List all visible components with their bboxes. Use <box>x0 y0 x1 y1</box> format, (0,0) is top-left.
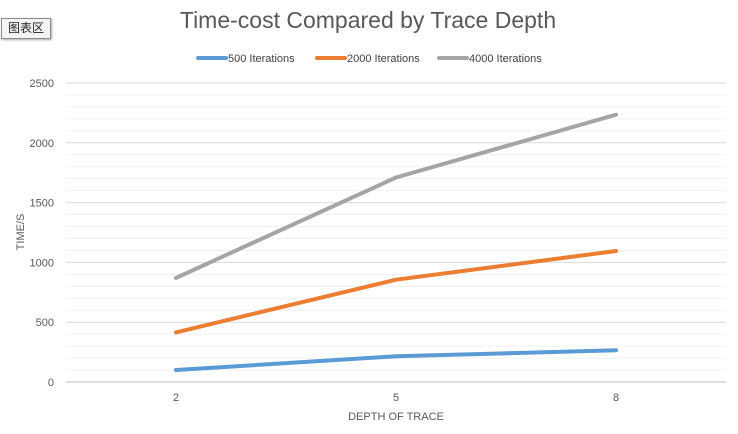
legend: 500 Iterations 2000 Iterations 4000 Iterat… <box>196 53 542 65</box>
y-axis: 0 500 1000 1500 2000 2500 <box>30 78 54 389</box>
legend-label: 4000 Iterations <box>469 53 542 65</box>
y-axis-label: TIME/S <box>15 214 27 251</box>
series-line-500-iterations <box>174 348 618 372</box>
chart-area-label[interactable]: 图表区 <box>1 18 52 39</box>
y-tick-label: 2500 <box>30 78 54 90</box>
x-tick-label: 2 <box>173 392 179 404</box>
series-line-2000-iterations <box>174 249 618 335</box>
gridlines <box>66 82 726 371</box>
y-tick-label: 2000 <box>30 138 54 150</box>
series-line-4000-iterations <box>174 112 618 280</box>
y-tick-label: 500 <box>36 317 54 329</box>
series-lines <box>174 112 618 372</box>
legend-label: 500 Iterations <box>228 53 295 65</box>
y-tick-label: 0 <box>48 377 54 389</box>
legend-label: 2000 Iterations <box>347 53 420 65</box>
x-axis: 2 5 8 <box>66 381 726 404</box>
chart-title: Time-cost Compared by Trace Depth <box>180 7 556 33</box>
x-axis-label: DEPTH OF TRACE <box>348 411 444 423</box>
y-tick-label: 1000 <box>30 257 54 269</box>
x-tick-label: 5 <box>393 392 399 404</box>
y-tick-label: 1500 <box>30 198 54 210</box>
x-tick-label: 8 <box>613 392 619 404</box>
